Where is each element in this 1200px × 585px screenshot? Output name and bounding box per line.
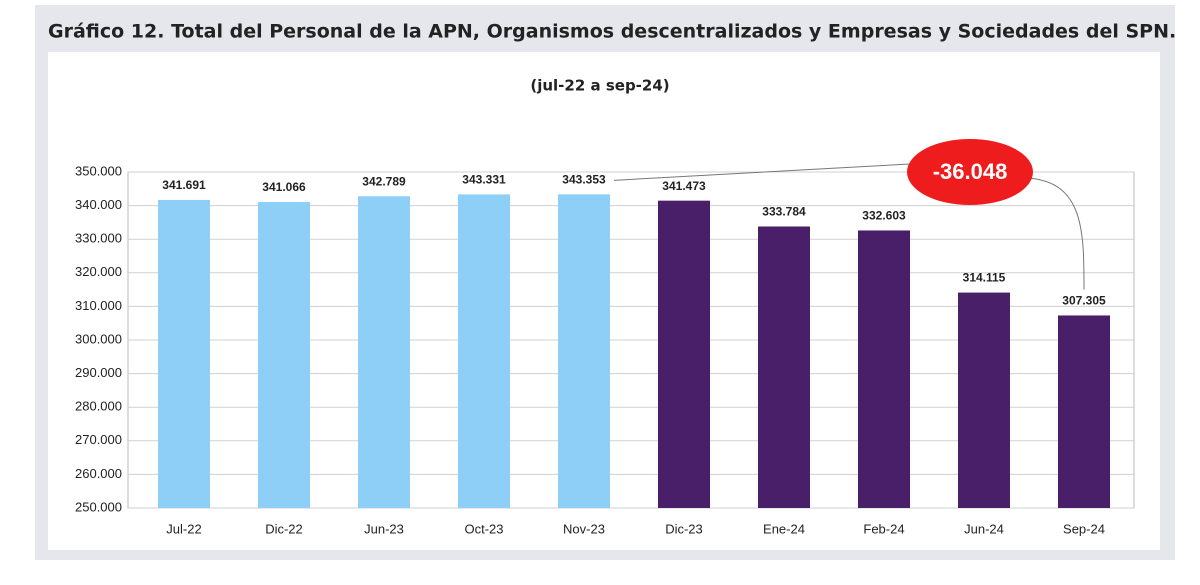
x-tick-label: Ene-24 [763,521,805,536]
value-label: 341.473 [662,179,706,193]
value-label: 332.603 [862,209,906,223]
bar [1058,315,1110,508]
bar [858,230,910,508]
x-tick-label: Dic-23 [665,521,703,536]
y-tick-label: 290.000 [75,365,122,380]
value-label: 343.331 [462,173,506,187]
value-label: 307.305 [1062,294,1106,308]
annotation-line [613,163,911,181]
value-label: 342.789 [362,174,406,188]
annotation-bubble [907,139,1033,205]
y-tick-label: 250.000 [75,499,122,514]
annotation: -36.048 [933,159,1008,184]
x-tick-label: Jul-22 [166,521,201,536]
bar [758,226,810,508]
x-tick-label: Dic-22 [265,521,303,536]
y-tick-label: 280.000 [75,399,122,414]
y-tick-label: 310.000 [75,298,122,313]
bar [558,194,610,508]
bar [358,196,410,509]
x-tick-label: Feb-24 [863,521,904,536]
bar [258,202,310,508]
bar [658,200,710,508]
bar [158,199,210,508]
y-tick-label: 320.000 [75,264,122,279]
x-tick-label: Sep-24 [1063,521,1105,536]
value-label: 314.115 [963,271,1006,285]
y-tick-label: 340.000 [75,197,122,212]
bar [458,194,510,508]
chart-subtitle: (jul-22 a sep-24) [530,77,669,95]
y-tick-label: 350.000 [75,163,122,178]
annotation-line [1027,177,1085,290]
y-tick-label: 330.000 [75,231,122,246]
bar [958,292,1010,508]
value-label: 341.066 [262,180,306,194]
chart-title: Gráfico 12. Total del Personal de la APN… [48,21,1176,43]
y-tick-label: 260.000 [75,466,122,481]
value-label: 333.784 [762,205,806,219]
x-tick-label: Jun-23 [364,521,404,536]
value-label: 341.691 [162,178,206,192]
y-tick-label: 300.000 [75,331,122,346]
value-label: 343.353 [562,173,606,187]
x-tick-label: Nov-23 [563,521,605,536]
y-tick-label: 270.000 [75,432,122,447]
x-tick-label: Oct-23 [464,521,503,536]
x-tick-label: Jun-24 [964,521,1004,536]
